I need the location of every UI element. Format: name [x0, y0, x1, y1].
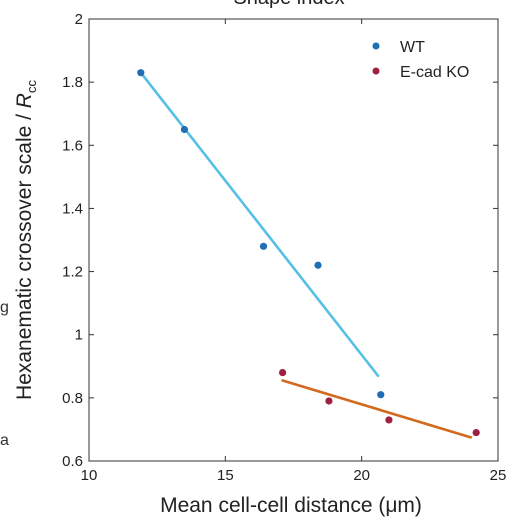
- x-tick-label-10: 10: [81, 467, 98, 484]
- chart-title: Shape index: [233, 0, 344, 9]
- fit-line-series-0: [139, 71, 380, 378]
- y-tick-label-3: 1.2: [62, 264, 83, 281]
- point-series-0-1: [180, 125, 189, 134]
- legend: WT E-cad KO: [372, 39, 469, 81]
- data-points: [137, 69, 480, 437]
- x-tick-label-20: 20: [353, 467, 370, 484]
- x-axis-label: Mean cell-cell distance (μm): [160, 494, 422, 517]
- point-series-1-2: [385, 416, 393, 424]
- point-series-1-3: [472, 428, 480, 437]
- y-axis-label: Hexanematic crossover scale / Rcc: [13, 80, 39, 400]
- y-tick-label-5: 1.6: [62, 137, 83, 154]
- x-tick-label-15: 15: [217, 467, 234, 484]
- point-series-0-2: [259, 242, 268, 250]
- left-edge-fragment-2: a: [0, 432, 9, 449]
- y-tick-label-6: 1.8: [62, 74, 83, 91]
- point-series-1-1: [325, 397, 333, 405]
- y-tick-label-7: 2: [75, 11, 83, 28]
- legend-label-wt: WT: [400, 39, 425, 56]
- legend-marker-wt: [372, 42, 380, 50]
- y-tick-label-0: 0.6: [62, 453, 83, 470]
- y-axis-label-main: Hexanematic crossover scale /: [13, 108, 36, 400]
- y-axis-label-variable: R: [13, 93, 36, 108]
- x-tick-label-25: 25: [490, 467, 507, 484]
- y-tick-label-4: 1.4: [62, 200, 83, 217]
- legend-marker-ecad-ko: [372, 67, 380, 75]
- point-series-0-4: [377, 391, 385, 399]
- y-tick-label-1: 0.8: [62, 390, 83, 407]
- y-tick-labels: 0.6 0.8 1 1.2 1.4 1.6 1.8 2: [62, 11, 83, 470]
- y-tick-label-2: 1: [75, 327, 83, 344]
- fit-line-series-1: [281, 379, 473, 439]
- plot-frame: [88, 18, 499, 462]
- point-series-1-0: [278, 369, 287, 377]
- legend-label-ecad-ko: E-cad KO: [400, 64, 469, 81]
- y-axis-label-subscript: cc: [24, 80, 39, 94]
- fit-lines: [139, 71, 473, 439]
- x-tick-labels: 10 15 20 25: [81, 467, 507, 484]
- left-edge-fragment-1: g: [0, 299, 9, 316]
- point-series-0-3: [314, 261, 322, 269]
- point-series-0-0: [137, 69, 145, 77]
